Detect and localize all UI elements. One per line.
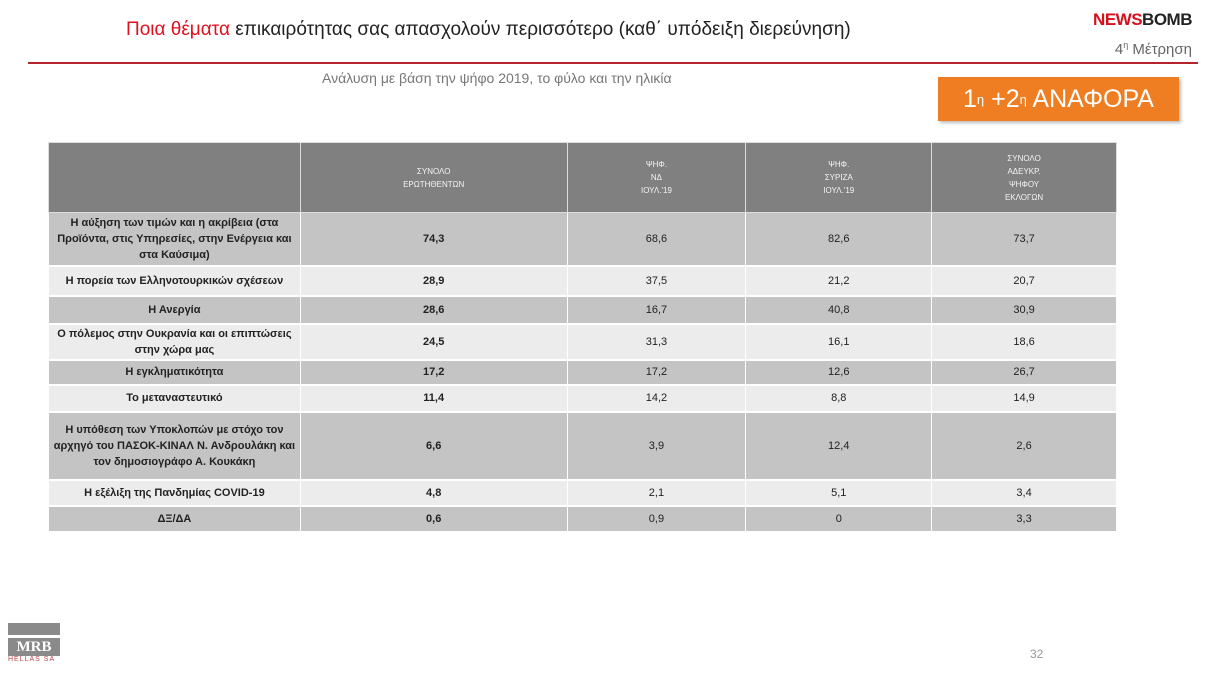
- row-label: Η υπόθεση των Υποκλοπών με στόχο τον αρχ…: [48, 411, 301, 481]
- cell-value: 28,9: [299, 265, 568, 297]
- subtitle: Ανάλυση με βάση την ψήφο 2019, το φύλο κ…: [322, 70, 672, 86]
- cell-value: 14,2: [566, 384, 747, 413]
- table-row: Η εξέλιξη της Πανδημίας COVID-19 4,8 2,1 5,…: [48, 479, 1117, 507]
- table-row: Η πορεία των Ελληνοτουρκικών σχέσεων 28,9…: [48, 265, 1117, 297]
- table-row: Η Ανεργία 28,6 16,7 40,8 30,9: [48, 295, 1117, 325]
- row-label: Η εγκληματικότητα: [48, 359, 301, 386]
- cell-value: 31,3: [566, 323, 747, 361]
- column-header: ΨΗΦ. ΣΥΡΙΖΑ ΙΟΥΛ.'19: [745, 142, 933, 213]
- cell-value: 5,1: [745, 479, 933, 507]
- cell-value: 21,2: [745, 265, 933, 297]
- cell-value: 24,5: [299, 323, 568, 361]
- cell-value: 2,1: [566, 479, 747, 507]
- mrb-logo: MRB HELLAS SA: [8, 623, 60, 663]
- cell-value: 20,7: [931, 265, 1117, 297]
- cell-value: 11,4: [299, 384, 568, 413]
- newsbomb-logo: NEWSBOMB: [1093, 10, 1192, 29]
- table-row: Το μεταναστευτικό 11,4 14,2 8,8 14,9: [48, 384, 1117, 413]
- row-label: Η Ανεργία: [48, 295, 301, 325]
- cell-value: 26,7: [931, 359, 1117, 386]
- column-header: [48, 142, 301, 213]
- cell-value: 17,2: [299, 359, 568, 386]
- column-header: ΣΥΝΟΛΟ ΑΔΕΥΚΡ. ΨΗΦΟΥ ΕΚΛΟΓΩΝ: [931, 142, 1117, 213]
- cell-value: 16,7: [566, 295, 747, 325]
- cell-value: 68,6: [566, 212, 747, 267]
- page-title: Ποια θέματα επικαιρότητας σας απασχολούν…: [126, 19, 851, 40]
- cell-value: 6,6: [299, 411, 568, 481]
- cell-value: 40,8: [745, 295, 933, 325]
- cell-value: 82,6: [745, 212, 933, 267]
- cell-value: 17,2: [566, 359, 747, 386]
- table-row: Η υπόθεση των Υποκλοπών με στόχο τον αρχ…: [48, 411, 1117, 481]
- row-label: Η εξέλιξη της Πανδημίας COVID-19: [48, 479, 301, 507]
- cell-value: 74,3: [299, 212, 568, 267]
- cell-value: 14,9: [931, 384, 1117, 413]
- row-label: Το μεταναστευτικό: [48, 384, 301, 413]
- cell-value: 28,6: [299, 295, 568, 325]
- cell-value: 8,8: [745, 384, 933, 413]
- table-row: ΔΞ/ΔΑ 0,6 0,9 0 3,3: [48, 505, 1117, 533]
- divider: [28, 62, 1198, 64]
- row-label: Η αύξηση των τιμών και η ακρίβεια (στα Π…: [48, 212, 301, 267]
- cell-value: 37,5: [566, 265, 747, 297]
- cell-value: 3,4: [931, 479, 1117, 507]
- cell-value: 4,8: [299, 479, 568, 507]
- cell-value: 3,9: [566, 411, 747, 481]
- cell-value: 16,1: [745, 323, 933, 361]
- results-table: ΣΥΝΟΛΟ ΕΡΩΤΗΘΕΝΤΩΝ ΨΗΦ. ΝΔ ΙΟΥΛ.'19 ΨΗΦ. Σ…: [48, 142, 1117, 533]
- cell-value: 73,7: [931, 212, 1117, 267]
- cell-value: 0,9: [566, 505, 747, 533]
- cell-value: 0,6: [299, 505, 568, 533]
- table-row: Η αύξηση των τιμών και η ακρίβεια (στα Π…: [48, 212, 1117, 267]
- column-header: ΣΥΝΟΛΟ ΕΡΩΤΗΘΕΝΤΩΝ: [299, 142, 568, 213]
- table-row: Ο πόλεμος στην Ουκρανία και οι επιπτώσει…: [48, 323, 1117, 361]
- row-label: Η πορεία των Ελληνοτουρκικών σχέσεων: [48, 265, 301, 297]
- cell-value: 18,6: [931, 323, 1117, 361]
- cell-value: 12,4: [745, 411, 933, 481]
- row-label: ΔΞ/ΔΑ: [48, 505, 301, 533]
- page-number: 32: [1030, 647, 1044, 661]
- measurement-label: 4η Μέτρηση: [1114, 40, 1192, 58]
- cell-value: 12,6: [745, 359, 933, 386]
- cell-value: 0: [745, 505, 933, 533]
- row-label: Ο πόλεμος στην Ουκρανία και οι επιπτώσει…: [48, 323, 301, 361]
- cell-value: 2,6: [931, 411, 1117, 481]
- cell-value: 3,3: [931, 505, 1117, 533]
- table-row: Η εγκληματικότητα 17,2 17,2 12,6 26,7: [48, 359, 1117, 386]
- column-header: ΨΗΦ. ΝΔ ΙΟΥΛ.'19: [566, 142, 747, 213]
- cell-value: 30,9: [931, 295, 1117, 325]
